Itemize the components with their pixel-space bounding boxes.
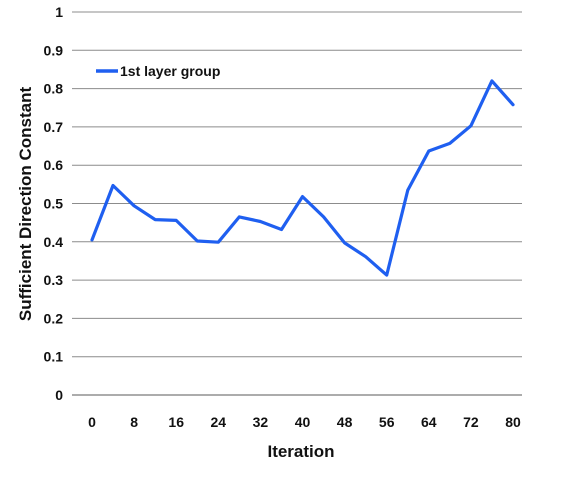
y-axis-title: Sufficient Direction Constant xyxy=(16,87,35,322)
y-tick-label: 0.9 xyxy=(44,42,64,58)
series-line xyxy=(90,79,515,277)
y-axis-ticks: 0 0.1 0.2 0.3 0.4 0.5 0.6 0.7 0.8 0.9 1 xyxy=(44,4,64,403)
legend: 1st layer group xyxy=(96,63,220,79)
x-tick-label: 72 xyxy=(463,414,479,430)
y-tick-label: 0 xyxy=(55,387,63,403)
y-tick-label: 0.6 xyxy=(44,157,64,173)
x-tick-label: 64 xyxy=(421,414,437,430)
legend-label: 1st layer group xyxy=(120,63,220,79)
x-axis-ticks: 0 8 16 24 32 40 48 56 64 72 80 xyxy=(88,414,521,430)
y-tick-label: 0.3 xyxy=(44,272,64,288)
x-tick-label: 16 xyxy=(168,414,184,430)
y-tick-label: 0.5 xyxy=(44,196,64,212)
x-tick-label: 80 xyxy=(505,414,521,430)
x-tick-label: 8 xyxy=(130,414,138,430)
x-tick-label: 48 xyxy=(337,414,353,430)
y-tick-label: 0.4 xyxy=(44,234,64,250)
series-layer xyxy=(90,79,515,277)
x-axis-title: Iteration xyxy=(267,442,334,461)
y-tick-label: 1 xyxy=(55,4,63,20)
x-tick-label: 0 xyxy=(88,414,96,430)
y-tick-label: 0.1 xyxy=(44,349,64,365)
x-tick-label: 40 xyxy=(295,414,311,430)
y-tick-label: 0.8 xyxy=(44,81,64,97)
y-tick-label: 0.7 xyxy=(44,119,64,135)
x-tick-label: 56 xyxy=(379,414,395,430)
y-tick-label: 0.2 xyxy=(44,310,64,326)
x-tick-label: 24 xyxy=(211,414,227,430)
x-tick-label: 32 xyxy=(253,414,269,430)
